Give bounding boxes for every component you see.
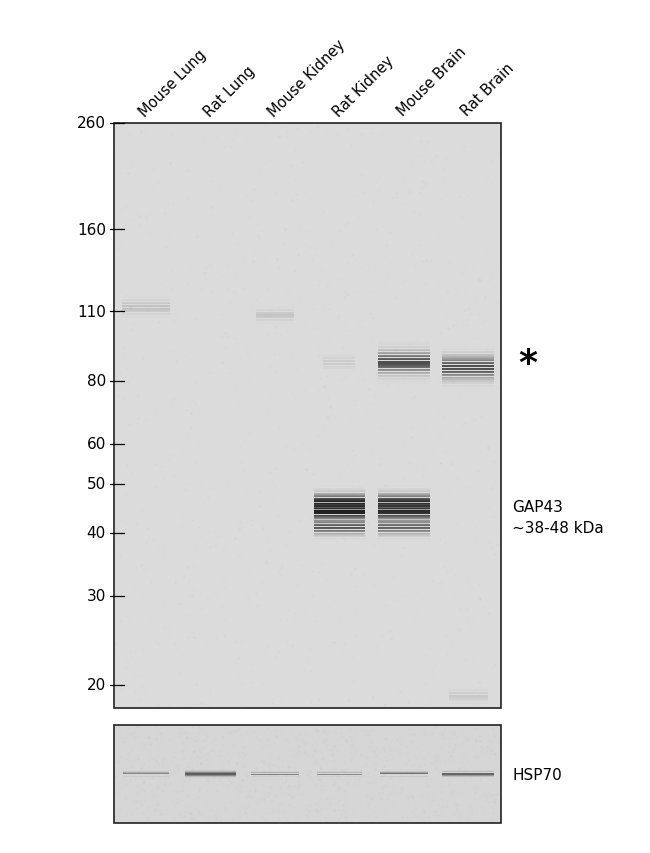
Text: 110: 110: [77, 305, 106, 319]
Text: *: *: [519, 346, 538, 380]
Text: 50: 50: [86, 477, 106, 492]
Text: 40: 40: [86, 525, 106, 541]
Bar: [114, 124, 500, 708]
Text: 260: 260: [77, 116, 106, 131]
Text: Mouse Brain: Mouse Brain: [395, 45, 469, 119]
Text: 80: 80: [86, 374, 106, 389]
Text: GAP43
~38-48 kDa: GAP43 ~38-48 kDa: [512, 499, 604, 536]
Text: Rat Kidney: Rat Kidney: [330, 53, 396, 119]
Text: HSP70: HSP70: [512, 767, 562, 781]
Text: Mouse Kidney: Mouse Kidney: [266, 37, 348, 119]
Bar: [114, 725, 500, 823]
Text: 160: 160: [77, 223, 106, 237]
Text: Rat Brain: Rat Brain: [459, 61, 517, 119]
Text: 60: 60: [86, 437, 106, 452]
Text: Rat Lung: Rat Lung: [201, 63, 257, 119]
Text: 20: 20: [86, 677, 106, 693]
Text: Mouse Lung: Mouse Lung: [136, 47, 209, 119]
Text: 30: 30: [86, 589, 106, 604]
